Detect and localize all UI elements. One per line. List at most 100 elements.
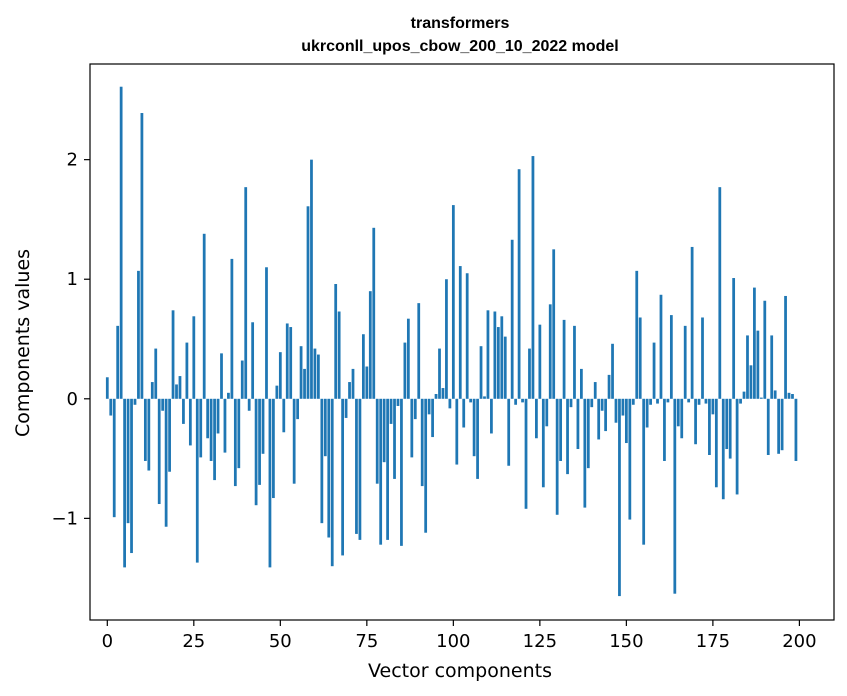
bar-184 bbox=[742, 391, 746, 399]
bar-76 bbox=[368, 291, 372, 399]
bar-1 bbox=[109, 398, 113, 416]
bar-65 bbox=[330, 398, 334, 567]
bar-20 bbox=[175, 384, 178, 399]
bar-72 bbox=[355, 398, 358, 534]
x-axis-label: Vector components bbox=[368, 660, 552, 682]
bar-79 bbox=[379, 398, 383, 545]
bar-91 bbox=[420, 398, 424, 487]
x-tick-label: 200 bbox=[782, 631, 816, 652]
bar-46 bbox=[265, 267, 268, 399]
bar-174 bbox=[708, 398, 711, 455]
bar-195 bbox=[780, 398, 784, 451]
bar-95 bbox=[434, 394, 438, 399]
bar-62 bbox=[320, 398, 324, 524]
bar-88 bbox=[410, 398, 414, 458]
bar-83 bbox=[393, 398, 396, 479]
bar-129 bbox=[552, 249, 556, 399]
bar-36 bbox=[230, 258, 234, 399]
bar-130 bbox=[555, 398, 559, 515]
bar-33 bbox=[220, 353, 223, 399]
bar-168 bbox=[687, 398, 691, 403]
bar-25 bbox=[192, 316, 196, 399]
bar-69 bbox=[344, 398, 348, 418]
bar-81 bbox=[386, 398, 389, 540]
bar-41 bbox=[247, 398, 251, 411]
bar-192 bbox=[770, 335, 774, 399]
bar-31 bbox=[213, 398, 216, 481]
bar-188 bbox=[756, 330, 760, 399]
bar-177 bbox=[718, 187, 722, 399]
bar-120 bbox=[521, 398, 524, 403]
bar-77 bbox=[372, 227, 376, 399]
bar-101 bbox=[455, 398, 459, 465]
bar-176 bbox=[714, 398, 718, 488]
bar-134 bbox=[569, 398, 573, 408]
bar-80 bbox=[382, 398, 386, 463]
bar-104 bbox=[465, 273, 469, 399]
bar-141 bbox=[593, 382, 597, 399]
bar-149 bbox=[621, 398, 625, 416]
bar-52 bbox=[285, 323, 289, 399]
bar-103 bbox=[462, 398, 466, 428]
bar-67 bbox=[337, 311, 341, 399]
bar-121 bbox=[524, 398, 528, 509]
bar-93 bbox=[427, 398, 431, 415]
bar-27 bbox=[199, 398, 203, 458]
bar-178 bbox=[721, 398, 725, 500]
bar-179 bbox=[725, 398, 729, 450]
bar-118 bbox=[514, 398, 518, 405]
bar-92 bbox=[424, 398, 428, 533]
bar-159 bbox=[656, 398, 659, 404]
bar-108 bbox=[479, 346, 483, 399]
bar-160 bbox=[659, 294, 663, 399]
bar-197 bbox=[787, 392, 791, 399]
bar-47 bbox=[268, 398, 272, 568]
bar-105 bbox=[469, 398, 473, 403]
bar-38 bbox=[237, 398, 241, 469]
bar-22 bbox=[182, 398, 185, 424]
bar-146 bbox=[611, 343, 614, 399]
y-axis: −1 0 1 2 bbox=[51, 150, 90, 529]
bar-49 bbox=[275, 385, 279, 399]
x-tick-label: 0 bbox=[102, 631, 113, 652]
bar-85 bbox=[400, 398, 403, 546]
bar-11 bbox=[143, 398, 147, 461]
bar-42 bbox=[251, 322, 255, 399]
bar-123 bbox=[531, 156, 535, 399]
bar-59 bbox=[310, 159, 313, 399]
bar-107 bbox=[476, 398, 479, 479]
bar-139 bbox=[586, 398, 590, 469]
bar-3 bbox=[116, 325, 120, 399]
bar-151 bbox=[628, 398, 632, 520]
bar-185 bbox=[746, 335, 749, 399]
bar-110 bbox=[486, 310, 490, 399]
bar-90 bbox=[417, 303, 421, 399]
bar-102 bbox=[458, 266, 462, 399]
bar-97 bbox=[441, 388, 445, 399]
bar-198 bbox=[791, 394, 794, 399]
bar-23 bbox=[185, 342, 189, 399]
x-tick-label: 100 bbox=[436, 631, 470, 652]
x-axis: 0 25 50 75 100 125 150 175 200 bbox=[102, 620, 817, 652]
bar-13 bbox=[150, 382, 154, 399]
bar-164 bbox=[673, 398, 677, 594]
bar-34 bbox=[223, 398, 227, 453]
bar-169 bbox=[690, 246, 694, 399]
bar-48 bbox=[272, 398, 275, 499]
bar-165 bbox=[676, 398, 680, 427]
bar-98 bbox=[445, 279, 448, 399]
bar-29 bbox=[206, 398, 210, 439]
bar-39 bbox=[240, 360, 244, 399]
bar-26 bbox=[195, 398, 199, 563]
bar-87 bbox=[406, 318, 410, 399]
bar-191 bbox=[766, 398, 770, 455]
bar-190 bbox=[763, 300, 767, 399]
bar-24 bbox=[188, 398, 192, 446]
y-tick-label: 2 bbox=[67, 150, 78, 171]
bar-35 bbox=[227, 392, 230, 399]
x-tick-label: 150 bbox=[609, 631, 643, 652]
bar-94 bbox=[431, 398, 434, 438]
bar-196 bbox=[784, 295, 787, 399]
bar-161 bbox=[663, 398, 666, 461]
